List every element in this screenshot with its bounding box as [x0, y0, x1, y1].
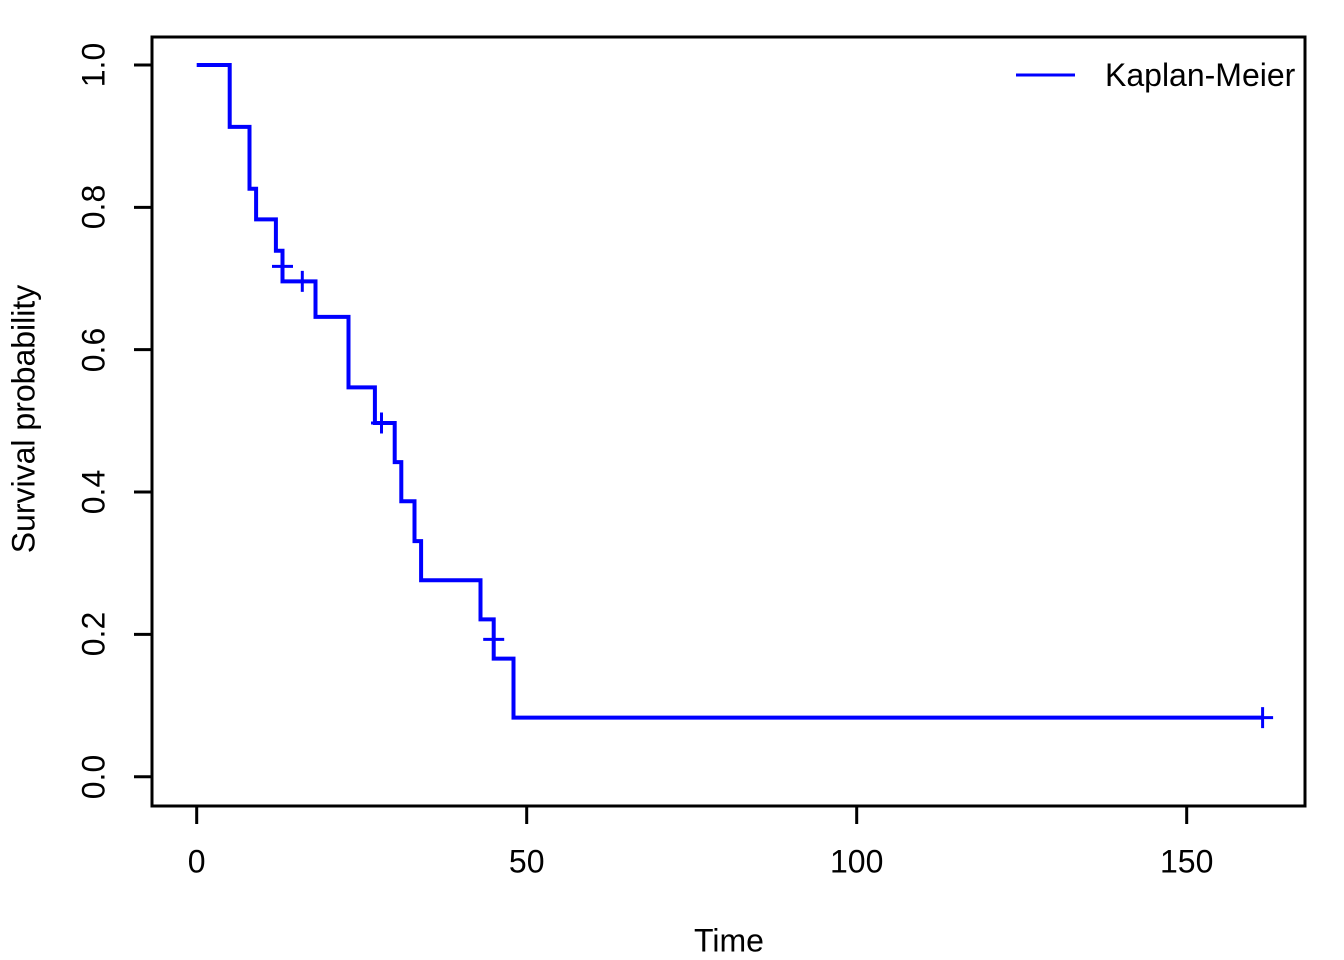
legend-label: Kaplan-Meier	[1105, 56, 1296, 93]
x-tick-label: 50	[508, 843, 545, 880]
x-tick-label: 150	[1159, 843, 1214, 880]
y-tick-label: 0.8	[75, 185, 112, 230]
x-tick-label: 100	[829, 843, 884, 880]
km-curve	[196, 63, 1263, 720]
y-tick-label: 0.4	[75, 469, 112, 515]
y-tick-label: 1.0	[75, 42, 112, 88]
plot-border-box	[150, 35, 1307, 808]
y-tick-label: 0.6	[75, 327, 112, 372]
y-axis-title: Survival probability	[5, 284, 42, 554]
x-tick-label: 0	[187, 843, 206, 880]
x-axis-title: Time	[694, 922, 764, 959]
y-tick-label: 0.2	[75, 612, 112, 657]
y-tick-label: 0.0	[75, 754, 112, 799]
legend-line-sample	[1016, 73, 1075, 77]
legend: Kaplan-Meier	[1016, 57, 1295, 93]
